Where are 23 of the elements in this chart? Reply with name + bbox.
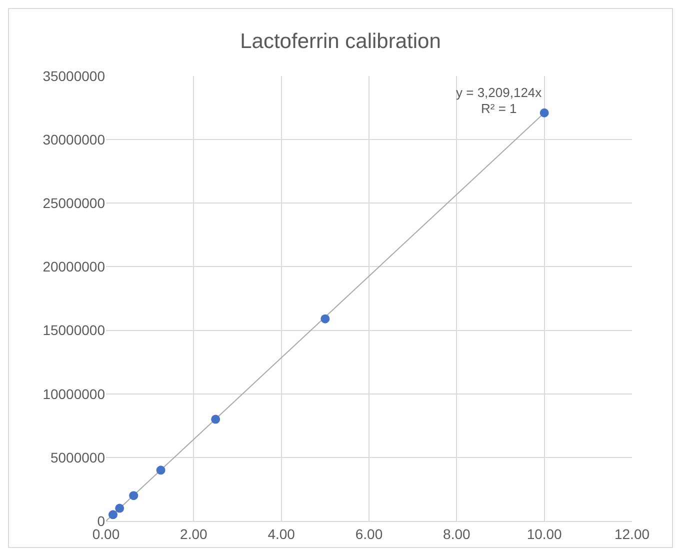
point [540, 108, 549, 118]
x-tick-label: 10.00 [526, 526, 562, 542]
point [115, 504, 124, 513]
y-tick-label: 30000000 [42, 131, 106, 148]
x-tick-label: 2.00 [180, 526, 208, 542]
point [129, 491, 138, 500]
y-tick-label: 15000000 [42, 322, 106, 338]
y-tick-label: 20000000 [42, 258, 106, 275]
x-tick-label: 6.00 [355, 526, 383, 542]
y-tick-label: 10000000 [42, 386, 106, 402]
annotation: y = 3,209,124x [456, 85, 542, 100]
x-tick-label: 4.00 [268, 526, 296, 542]
x-tick-label: 8.00 [443, 526, 471, 542]
point [156, 466, 166, 475]
y-tick-label: 5000000 [50, 449, 106, 466]
point [211, 414, 220, 424]
annotation: R² = 1 [481, 101, 517, 116]
y-tick-label: 25000000 [42, 195, 106, 212]
x-tick-label: 12.00 [614, 526, 650, 542]
point [108, 510, 118, 520]
y-tick-label: 35000000 [42, 68, 106, 84]
point [320, 314, 330, 324]
chart-title: Lactoferrin calibration [240, 30, 441, 53]
